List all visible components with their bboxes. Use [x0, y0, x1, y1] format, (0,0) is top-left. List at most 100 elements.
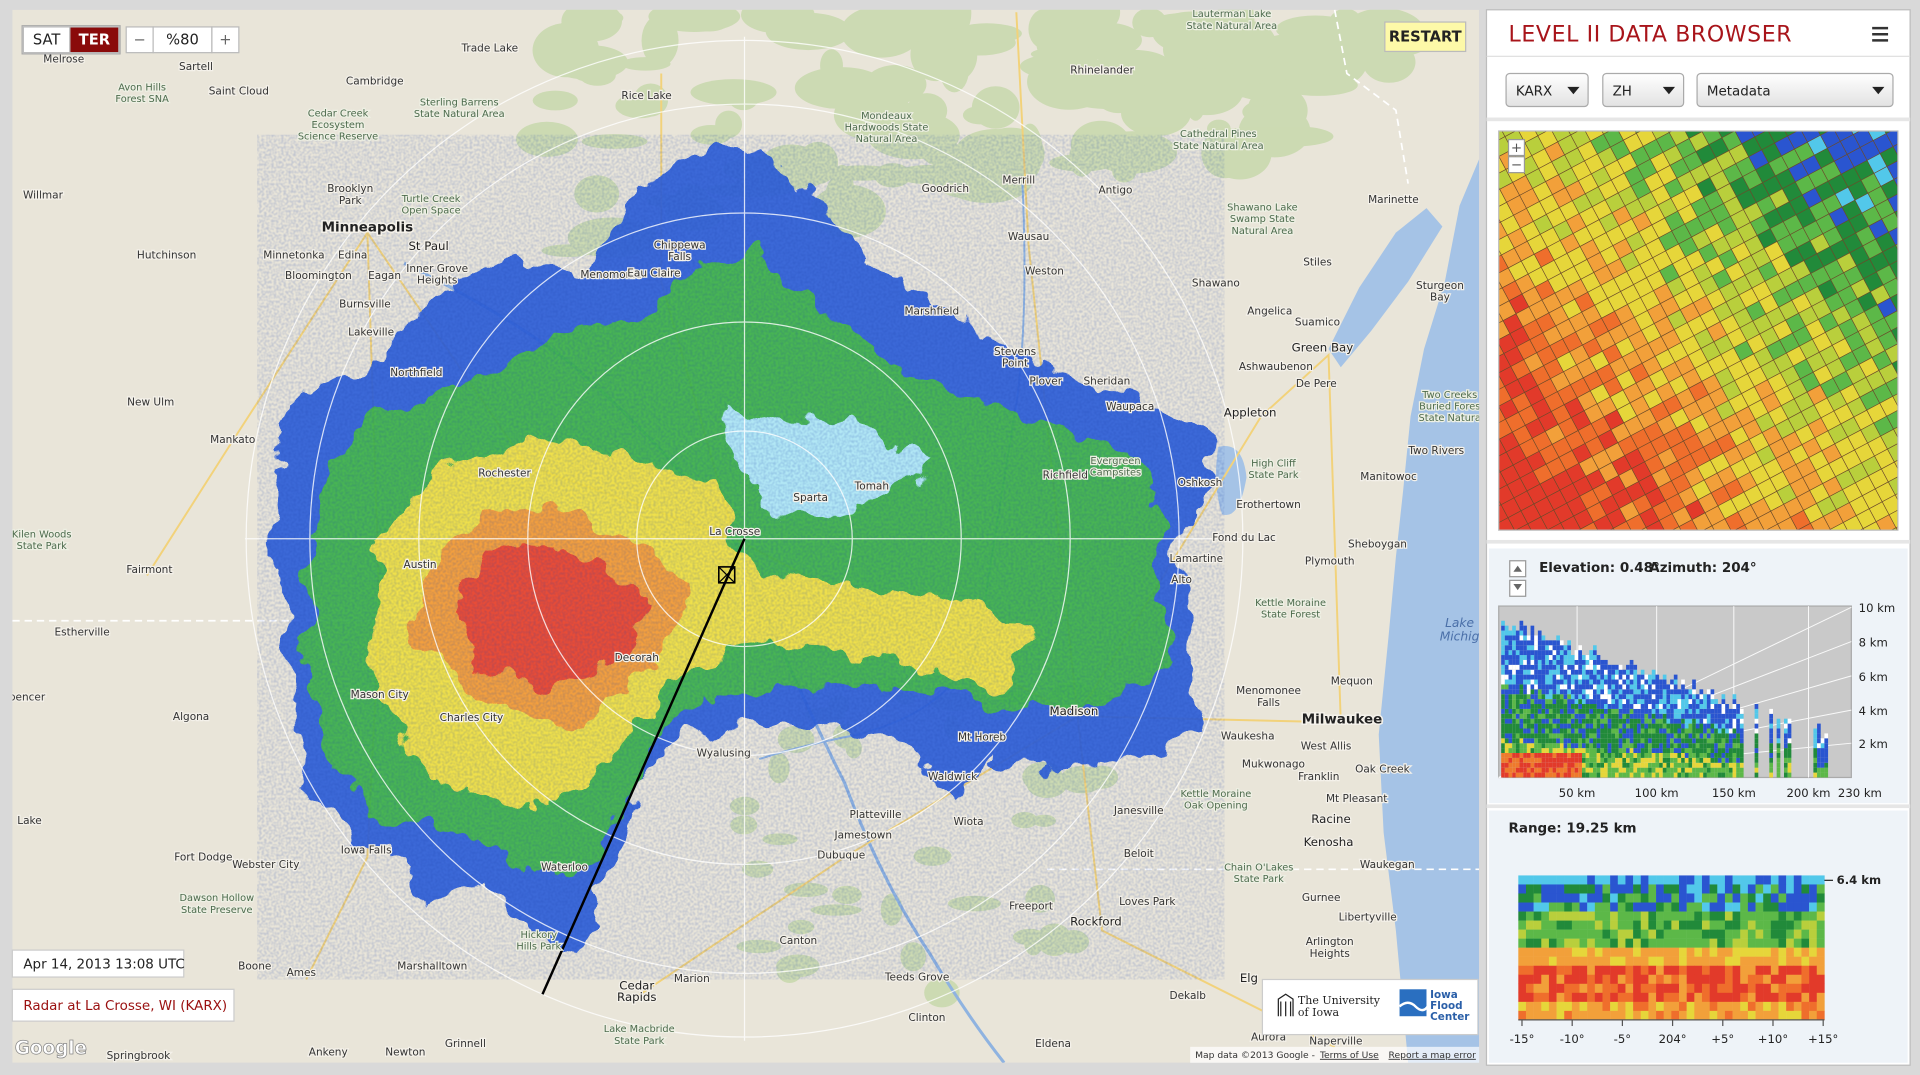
rhi-cell	[1611, 699, 1616, 705]
place-label: Marinette	[1368, 194, 1419, 206]
rhi-cell	[1581, 684, 1586, 690]
rhi-cell	[1515, 664, 1520, 670]
range-cell	[1571, 929, 1580, 939]
rhi-cell	[1706, 723, 1711, 729]
range-cell	[1564, 875, 1573, 885]
rhi-cell	[1523, 669, 1527, 675]
rhi-cell	[1769, 738, 1773, 744]
rhi-cell	[1626, 743, 1630, 749]
rhi-cell	[1633, 743, 1638, 749]
dropdown-arrow[interactable]	[1567, 86, 1580, 95]
dropdown-arrow[interactable]	[1872, 86, 1885, 95]
map-button[interactable]: TER	[69, 26, 120, 54]
dropdown-frame[interactable]	[1696, 72, 1894, 108]
dropdown-frame[interactable]	[1505, 72, 1589, 108]
dropdown-value[interactable]: Metadata	[1707, 85, 1771, 100]
rhi-cell	[1662, 772, 1667, 778]
rhi-cell	[1813, 728, 1818, 734]
rhi-cell	[1736, 704, 1740, 709]
dropdown[interactable]: ZH	[1602, 72, 1685, 108]
rhi-cell	[1637, 757, 1641, 763]
range-cell	[1671, 884, 1680, 894]
range-cell	[1518, 902, 1527, 912]
map-button[interactable]: %80	[152, 26, 213, 54]
map-button[interactable]: SAT	[22, 26, 71, 54]
range-cell	[1640, 875, 1649, 885]
attribution[interactable]: Report a map error	[1389, 1050, 1477, 1061]
range-cell	[1625, 1010, 1634, 1021]
range-cell	[1571, 875, 1580, 885]
zoom-button[interactable]	[1507, 156, 1526, 174]
place-label: Dubuque	[817, 849, 865, 861]
rhi-cell	[1607, 669, 1612, 675]
button-label[interactable]: SAT	[33, 32, 62, 49]
rhi-cell	[1817, 728, 1821, 734]
range-cell	[1701, 893, 1710, 903]
place-label: Hills Park	[516, 942, 561, 953]
rhi-cell	[1512, 674, 1516, 680]
rhi-cell	[1813, 772, 1818, 778]
menu-button[interactable]	[1872, 26, 1889, 42]
range-cell	[1686, 965, 1695, 975]
button-label[interactable]: −	[134, 32, 146, 49]
zoom-cell	[1913, 396, 1920, 416]
range-cell	[1587, 992, 1596, 1003]
place-label: Waterloo	[541, 862, 588, 874]
rhi-cell	[1570, 767, 1575, 773]
zoom-button-label[interactable]: +	[1511, 141, 1522, 156]
button-label[interactable]: +	[219, 32, 231, 49]
range-cell	[1686, 893, 1695, 903]
place-label: Natural Area	[856, 134, 918, 145]
rhi-cell	[1721, 718, 1726, 724]
button-frame[interactable]	[211, 26, 240, 54]
button-label[interactable]: RESTART	[1389, 29, 1462, 46]
rhi-cell	[1703, 699, 1707, 705]
rhi-cell	[1692, 684, 1696, 690]
zoom-button[interactable]	[1507, 138, 1526, 157]
button-frame[interactable]	[125, 26, 154, 54]
place-label: Dawson Hollow	[179, 893, 254, 904]
range-cell	[1610, 893, 1619, 903]
dropdown-arrow[interactable]	[1662, 86, 1676, 95]
map-button[interactable]: +	[211, 26, 240, 54]
rhi-cell	[1615, 708, 1619, 714]
zoom-cell	[1888, 507, 1898, 529]
button-frame[interactable]	[1384, 21, 1467, 53]
range-cell	[1793, 929, 1802, 939]
range-cell	[1786, 938, 1795, 948]
dropdown[interactable]: KARX	[1505, 72, 1589, 108]
rhi-cell	[1725, 704, 1729, 709]
dropdown-frame[interactable]	[1602, 72, 1685, 108]
tilt-arrow[interactable]	[1513, 565, 1522, 572]
rhi-cell	[1593, 738, 1597, 744]
map-button[interactable]: −	[125, 26, 154, 54]
rhi-cell	[1537, 659, 1542, 665]
map-button[interactable]: RESTART	[1384, 21, 1467, 53]
range-cell	[1701, 1010, 1710, 1021]
zoom-frame	[1498, 130, 1899, 531]
button-label[interactable]: %80	[166, 32, 199, 49]
zoom-cell	[1915, 244, 1920, 264]
rhi-cell	[1677, 743, 1682, 749]
rhi-cell	[1754, 767, 1759, 773]
rhi-cell	[1776, 757, 1781, 763]
place-label: Willmar	[23, 189, 64, 201]
zoom-button-label[interactable]: −	[1511, 158, 1522, 173]
button-label[interactable]: TER	[79, 32, 111, 49]
rhi-cell	[1563, 713, 1568, 719]
place-label: Milwaukee	[1302, 713, 1383, 728]
dropdown-value[interactable]: ZH	[1613, 85, 1632, 100]
button-frame[interactable]	[69, 26, 120, 54]
rhi-cell	[1523, 645, 1527, 651]
range-cell	[1663, 938, 1672, 948]
tilt-arrow[interactable]	[1513, 584, 1522, 591]
place-label: Natural Area	[1232, 226, 1294, 237]
range-cell	[1747, 1010, 1756, 1021]
attribution[interactable]: Terms of Use	[1319, 1050, 1379, 1061]
dropdown[interactable]: Metadata	[1696, 72, 1894, 108]
dropdown-value[interactable]: KARX	[1516, 85, 1552, 100]
range-cell	[1763, 902, 1772, 912]
range-cell	[1770, 902, 1779, 912]
rhi-cell	[1548, 684, 1553, 690]
